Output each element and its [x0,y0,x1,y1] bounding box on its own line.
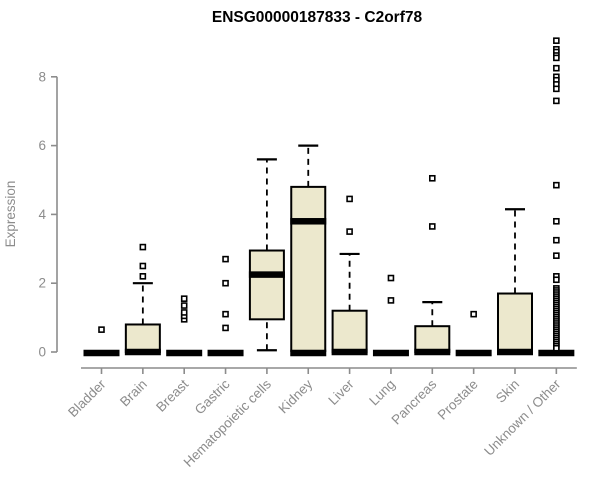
x-category-label: Unknown / Other [481,376,564,459]
x-category-label: Gastric [192,376,233,417]
x-category-label: Bladder [65,376,109,420]
y-tick-label: 8 [38,69,46,84]
x-category-label: Lung [366,377,398,409]
outlier-point [553,85,560,93]
outlier-point [346,228,353,235]
outlier-point [222,255,229,263]
flat-median-bar [166,349,203,357]
median-line [248,271,285,278]
outlier-point [553,217,560,225]
median-line [414,348,451,356]
outlier-point [470,310,477,318]
flat-median-bar [372,349,409,357]
x-category-label: Pancreas [388,376,439,427]
outlier-point [387,297,395,304]
median-line [497,348,533,356]
outlier-point [553,276,560,284]
flat-median-bar [207,349,244,357]
outlier-point [139,243,147,251]
x-category-label: Brain [117,377,150,410]
x-category-label: Breast [153,376,191,414]
y-tick-label: 6 [38,138,46,153]
median-line [331,348,368,356]
outlier-point [346,195,353,203]
outlier-point [180,295,188,302]
x-category-label: Kidney [276,376,316,416]
box-liver [331,309,368,353]
box-brain [124,323,161,354]
median-line [124,348,161,356]
outlier-point [139,273,147,280]
outlier-point [222,324,229,332]
outlier-point [553,97,560,105]
y-tick-label: 4 [38,207,46,222]
outlier-point [180,302,188,309]
outlier-point [553,344,560,352]
outlier-point [222,310,229,318]
outlier-point [222,279,229,287]
y-tick-label: 2 [38,276,46,291]
outlier-point [428,223,436,230]
y-tick-label: 0 [38,345,46,360]
y-axis-label: Expression [3,181,18,248]
box-skin [497,292,533,353]
flat-median-bar [538,349,575,357]
x-category-label: Liver [325,376,357,408]
x-category-label: Skin [493,377,522,406]
chart-title: ENSG00000187833 - C2orf78 [212,9,423,26]
outlier-point [387,274,395,282]
outlier-point [553,236,560,244]
outlier-point [553,37,560,44]
outlier-point [553,54,560,62]
box-pancreas [414,325,451,354]
outlier-point [98,326,105,333]
x-category-label: Prostate [435,377,481,423]
outlier-point [180,309,188,316]
outlier-point [553,64,560,72]
outlier-point [553,252,560,259]
flat-median-bar [83,349,120,357]
flat-median-bar [455,349,492,357]
box-hematopoietic-cells [248,249,285,321]
median-line [290,218,327,225]
outlier-point [428,174,436,182]
zero-bar [290,349,327,357]
outlier-point [139,262,147,270]
outlier-point [553,181,560,189]
box-kidney [290,185,327,352]
